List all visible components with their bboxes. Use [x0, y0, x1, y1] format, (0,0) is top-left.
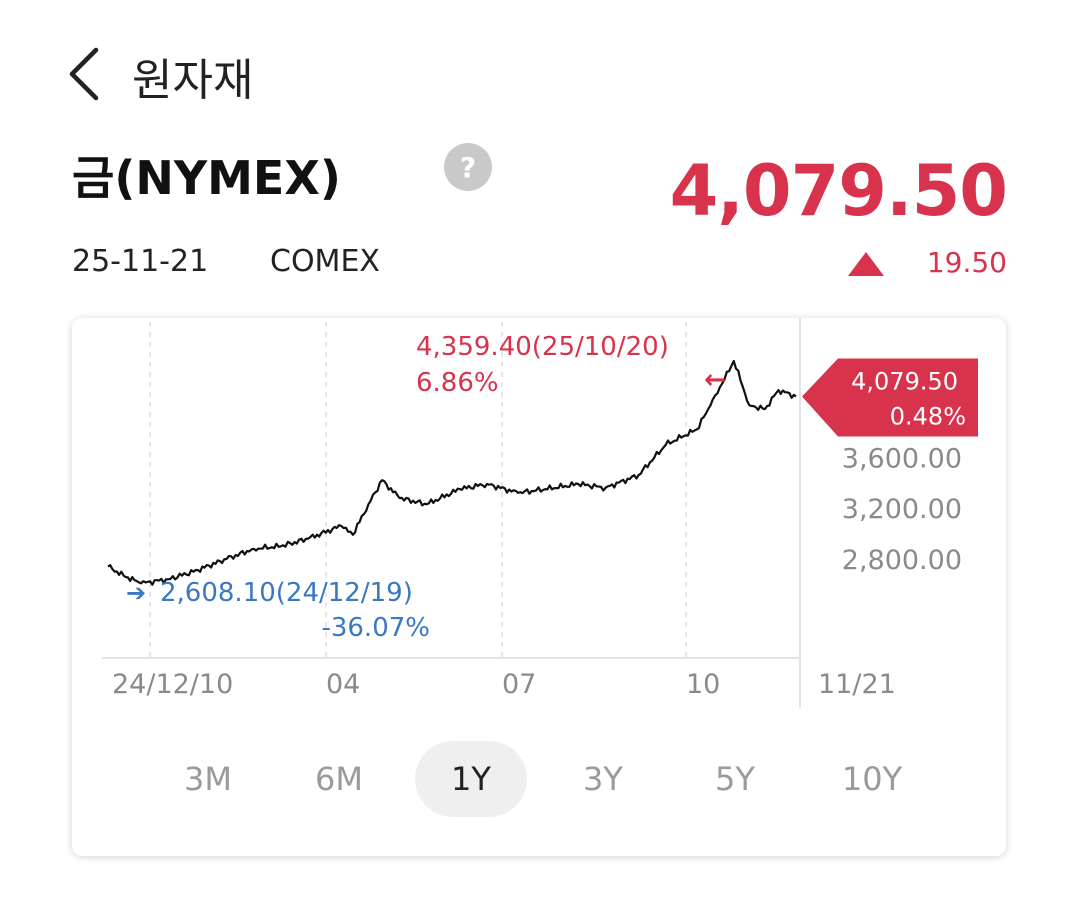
x-tick-label: 07 — [502, 669, 536, 700]
min-arrow-icon: ➔ — [126, 579, 146, 607]
x-tick-label: 10 — [686, 669, 720, 700]
series-line — [107, 359, 797, 586]
current-pct-label: 0.48% — [890, 403, 966, 431]
asset-name: 금(NYMEX) — [72, 151, 341, 205]
min-value-label: 2,608.10(24/12/19) — [160, 578, 413, 608]
price-change: 19.50 — [926, 246, 1007, 279]
x-tick-label: 04 — [326, 669, 360, 700]
chart-card: 24/12/10 04 07 10 11/21 2,800.00 3,200.00 3,600… — [72, 318, 1006, 856]
current-price-badge — [802, 358, 978, 437]
max-value-label: 4,359.40(25/10/20) — [416, 332, 669, 362]
exchange-name: COMEX — [270, 244, 380, 279]
range-tab-10y[interactable]: 10Y — [841, 760, 903, 798]
chevron-left-icon — [69, 47, 99, 101]
range-tab-3m[interactable]: 3M — [184, 760, 232, 798]
range-selector: 3M 6M 1Y 3Y 5Y 10Y — [72, 741, 1006, 817]
current-price: 4,079.50 — [669, 150, 1008, 232]
min-pct-label: -36.07% — [321, 613, 430, 643]
x-tick-label: 24/12/10 — [112, 669, 233, 700]
price-chart[interactable]: 24/12/10 04 07 10 11/21 2,800.00 3,200.00 3,600… — [72, 318, 1006, 738]
page-title: 원자재 — [132, 55, 254, 106]
range-tab-5y[interactable]: 5Y — [715, 760, 755, 798]
y-tick-label: 3,200.00 — [842, 494, 962, 525]
question-mark-icon[interactable]: ? — [444, 143, 492, 191]
x-tick-label: 11/21 — [818, 669, 896, 700]
quote-date: 25-11-21 — [72, 244, 209, 279]
y-tick-label: 3,600.00 — [842, 443, 962, 474]
y-tick-label: 2,800.00 — [842, 545, 962, 576]
range-tab-1y[interactable]: 1Y — [415, 741, 527, 817]
range-tab-6m[interactable]: 6M — [315, 760, 363, 798]
range-tab-3y[interactable]: 3Y — [583, 760, 623, 798]
back-button[interactable] — [62, 46, 112, 102]
current-price-label: 4,079.50 — [851, 368, 958, 396]
max-arrow-icon: ← — [704, 365, 726, 395]
triangle-up-icon — [848, 252, 884, 276]
max-pct-label: 6.86% — [416, 368, 499, 398]
